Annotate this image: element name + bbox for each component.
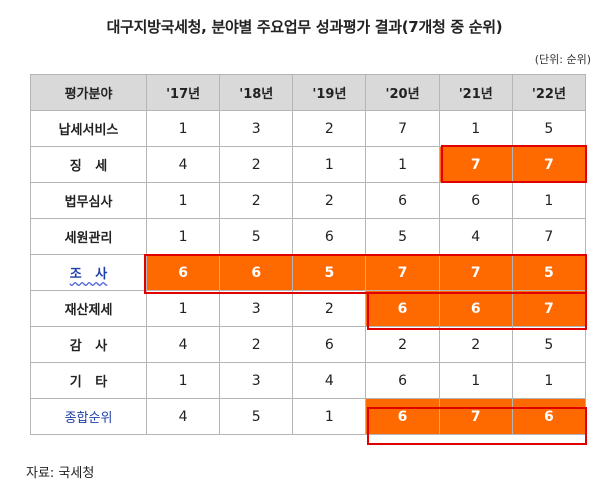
header-category: 평가분야 bbox=[30, 74, 147, 111]
highlighted-cell: 6 bbox=[438, 290, 513, 327]
highlighted-cell: 5 bbox=[511, 254, 587, 291]
table-cell: 3 bbox=[219, 290, 294, 327]
header-year: '19년 bbox=[292, 74, 367, 111]
table-row: 기 타 1 3 4 6 1 1 bbox=[30, 362, 587, 399]
table-cell: 2 bbox=[438, 326, 513, 363]
table-cell: 5 bbox=[365, 218, 440, 255]
table-row: 납세서비스 1 3 2 7 1 5 bbox=[30, 110, 587, 147]
table-cell: 4 bbox=[145, 398, 221, 435]
table-cell: 1 bbox=[145, 362, 221, 399]
table-cell: 5 bbox=[511, 326, 587, 363]
highlighted-cell: 6 bbox=[145, 254, 221, 291]
table-cell: 1 bbox=[145, 110, 221, 147]
table-cell: 5 bbox=[219, 218, 294, 255]
table-cell: 6 bbox=[438, 182, 513, 219]
table-cell: 2 bbox=[365, 326, 440, 363]
table-cell: 6 bbox=[365, 182, 440, 219]
table-cell: 6 bbox=[292, 326, 367, 363]
table-row: 조 사 6 6 5 7 7 5 bbox=[30, 254, 587, 291]
table-cell: 4 bbox=[145, 146, 221, 183]
table-cell: 1 bbox=[292, 398, 367, 435]
table-cell: 6 bbox=[292, 218, 367, 255]
highlighted-cell: 6 bbox=[365, 290, 440, 327]
row-label: 세원관리 bbox=[30, 218, 147, 255]
table-cell: 4 bbox=[438, 218, 513, 255]
table-cell: 2 bbox=[292, 110, 367, 147]
ranking-table: 평가분야 '17년 '18년 '19년 '20년 '21년 '22년 납세서비스… bbox=[30, 74, 587, 435]
unit-note: (단위: 순위) bbox=[534, 53, 591, 66]
table-row: 법무심사 1 2 2 6 6 1 bbox=[30, 182, 587, 219]
table-cell: 2 bbox=[292, 290, 367, 327]
table-row: 재산제세 1 3 2 6 6 7 bbox=[30, 290, 587, 327]
row-label: 종합순위 bbox=[30, 398, 147, 435]
highlighted-cell: 7 bbox=[511, 146, 587, 183]
table-cell: 5 bbox=[511, 110, 587, 147]
table-row: 징 세 4 2 1 1 7 7 bbox=[30, 146, 587, 183]
source-note: 자료: 국세청 bbox=[26, 466, 95, 481]
highlighted-cell: 7 bbox=[438, 254, 513, 291]
table-row: 세원관리 1 5 6 5 4 7 bbox=[30, 218, 587, 255]
table-cell: 1 bbox=[511, 362, 587, 399]
row-label: 재산제세 bbox=[30, 290, 147, 327]
table-cell: 1 bbox=[145, 290, 221, 327]
table-cell: 3 bbox=[219, 110, 294, 147]
row-label: 기 타 bbox=[30, 362, 147, 399]
highlighted-cell: 7 bbox=[511, 290, 587, 327]
highlighted-cell: 6 bbox=[219, 254, 294, 291]
highlighted-cell: 7 bbox=[438, 146, 513, 183]
row-label: 조 사 bbox=[30, 254, 147, 291]
table-cell: 1 bbox=[511, 182, 587, 219]
header-year: '22년 bbox=[511, 74, 587, 111]
header-row: 평가분야 '17년 '18년 '19년 '20년 '21년 '22년 bbox=[30, 74, 587, 111]
table-cell: 1 bbox=[365, 146, 440, 183]
table-cell: 7 bbox=[365, 110, 440, 147]
table-cell: 6 bbox=[365, 362, 440, 399]
table-cell: 1 bbox=[438, 110, 513, 147]
row-label: 법무심사 bbox=[30, 182, 147, 219]
table-cell: 5 bbox=[219, 398, 294, 435]
header-year: '17년 bbox=[145, 74, 221, 111]
table-cell: 2 bbox=[219, 182, 294, 219]
header-year: '18년 bbox=[219, 74, 294, 111]
highlighted-cell: 7 bbox=[438, 398, 513, 435]
table-title: 대구지방국세청, 분야별 주요업무 성과평가 결과(7개청 중 순위) bbox=[106, 18, 503, 36]
highlighted-cell: 5 bbox=[292, 254, 367, 291]
table-row: 종합순위 4 5 1 6 7 6 bbox=[30, 398, 587, 435]
table-cell: 2 bbox=[219, 326, 294, 363]
row-label: 납세서비스 bbox=[30, 110, 147, 147]
table-cell: 4 bbox=[145, 326, 221, 363]
table-cell: 1 bbox=[145, 218, 221, 255]
table-cell: 1 bbox=[145, 182, 221, 219]
row-label-text: 조 사 bbox=[69, 267, 108, 282]
table-cell: 7 bbox=[511, 218, 587, 255]
table-cell: 2 bbox=[292, 182, 367, 219]
table-cell: 1 bbox=[438, 362, 513, 399]
table-cell: 2 bbox=[219, 146, 294, 183]
highlighted-cell: 7 bbox=[365, 254, 440, 291]
header-year: '21년 bbox=[438, 74, 513, 111]
table-cell: 4 bbox=[292, 362, 367, 399]
row-label: 감 사 bbox=[30, 326, 147, 363]
table-cell: 1 bbox=[292, 146, 367, 183]
highlighted-cell: 6 bbox=[511, 398, 587, 435]
table-row: 감 사 4 2 6 2 2 5 bbox=[30, 326, 587, 363]
row-label: 징 세 bbox=[30, 146, 147, 183]
table-cell: 3 bbox=[219, 362, 294, 399]
highlighted-cell: 6 bbox=[365, 398, 440, 435]
header-year: '20년 bbox=[365, 74, 440, 111]
